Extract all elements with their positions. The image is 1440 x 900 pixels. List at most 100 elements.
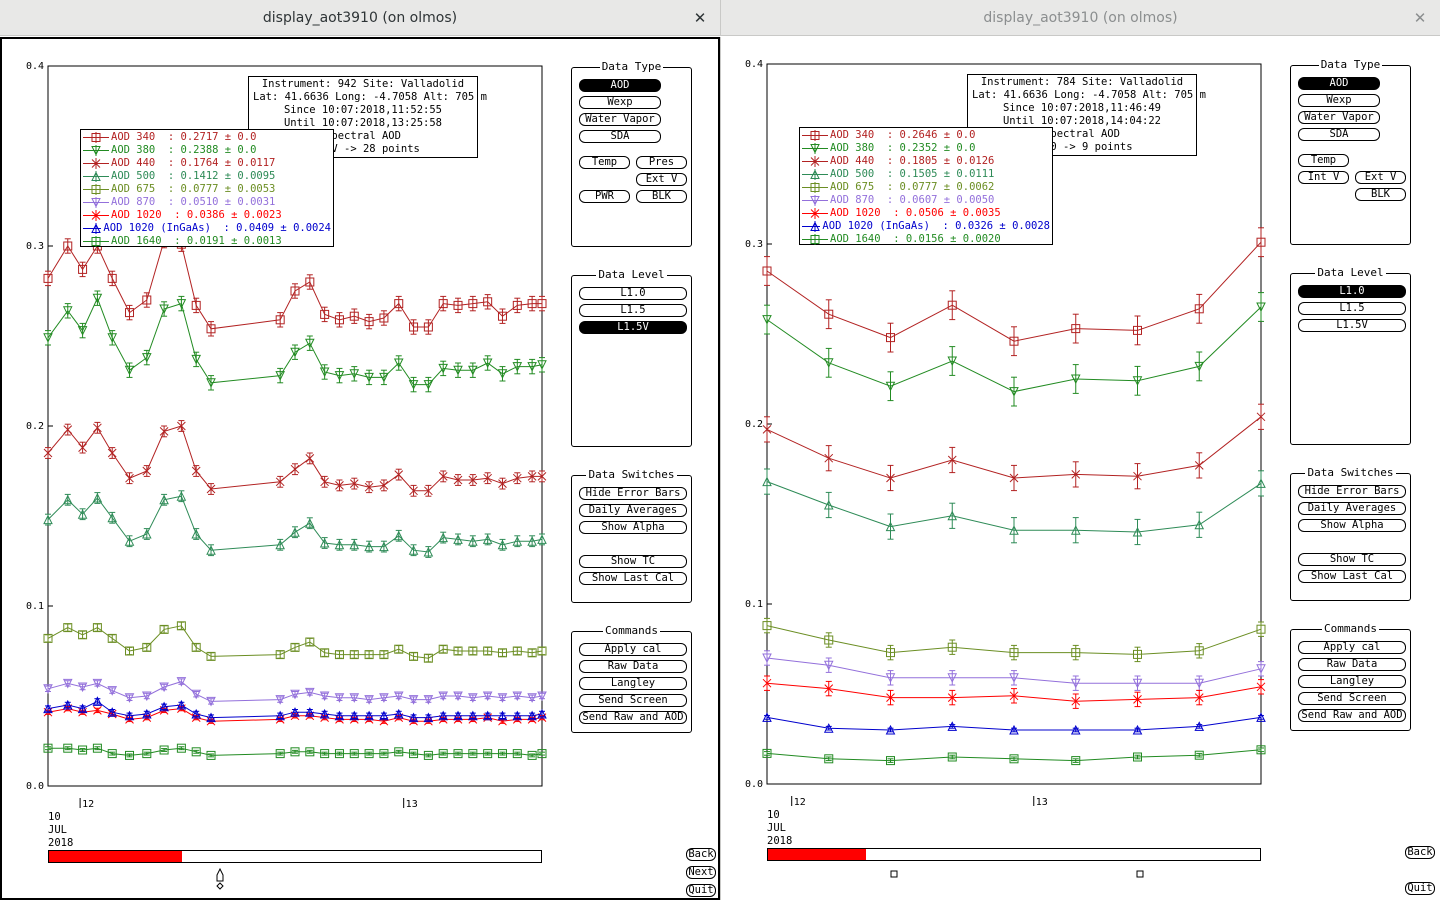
langley-button[interactable]: Langley	[579, 677, 687, 690]
time-marker-icon[interactable]	[1135, 869, 1145, 879]
level-l15-button[interactable]: L1.5	[1298, 302, 1406, 315]
temp-button[interactable]: Temp	[1298, 154, 1349, 167]
legend-item: AOD 1020 : 0.0506 ± 0.0035	[802, 207, 1050, 220]
hide-error-bars-button[interactable]: Hide Error Bars	[579, 487, 687, 500]
data-point	[275, 315, 285, 325]
langley-button[interactable]: Langley	[1298, 675, 1406, 688]
data-point	[1194, 461, 1204, 470]
data-point	[125, 473, 134, 483]
legend-marker-icon	[802, 234, 828, 245]
data-point	[379, 749, 389, 759]
series-line	[47, 296, 543, 386]
level-l15-button[interactable]: L1.5	[579, 304, 687, 317]
send-screen-button[interactable]: Send Screen	[579, 694, 687, 707]
send-raw-and-aod-button[interactable]: Send Raw and AOD	[579, 711, 687, 724]
show-last-cal-button[interactable]: Show Last Cal	[579, 572, 687, 585]
legend-symbol	[91, 198, 101, 208]
daily-averages-button[interactable]: Daily Averages	[579, 504, 687, 517]
apply-cal-button[interactable]: Apply cal	[579, 643, 687, 656]
time-progress-bar[interactable]	[48, 850, 542, 863]
aod-button[interactable]: AOD	[1298, 77, 1380, 90]
legend-item: AOD 500 : 0.1505 ± 0.0111	[802, 168, 1050, 181]
quit-button[interactable]: Quit	[1405, 882, 1435, 895]
show-tc-button[interactable]: Show TC	[579, 555, 687, 568]
hide-error-bars-button[interactable]: Hide Error Bars	[1298, 485, 1406, 498]
level-l10-button[interactable]: L1.0	[579, 287, 687, 300]
blk-button[interactable]: BLK	[636, 190, 687, 203]
show-alpha-button[interactable]: Show Alpha	[1298, 519, 1406, 532]
data-point	[468, 749, 478, 759]
legend-marker-icon	[83, 197, 109, 208]
time-progress-bar[interactable]	[767, 848, 1261, 861]
quit-button[interactable]: Quit	[686, 884, 716, 897]
data-point	[537, 646, 547, 656]
data-point	[483, 473, 493, 483]
show-tc-button[interactable]: Show TC	[1298, 553, 1406, 566]
show-last-cal-button[interactable]: Show Last Cal	[1298, 570, 1406, 583]
wexp-button[interactable]: Wexp	[1298, 94, 1380, 107]
data-point	[512, 710, 523, 721]
series	[762, 650, 1266, 691]
pres-button[interactable]: Pres	[636, 156, 687, 169]
int-v-button[interactable]: Int V	[1298, 171, 1349, 184]
back-button[interactable]: Back	[1405, 846, 1435, 859]
legend-symbol	[810, 157, 820, 166]
data-point	[762, 425, 772, 434]
data-point	[275, 695, 285, 705]
blk-button[interactable]: BLK	[1355, 188, 1406, 201]
data-point	[364, 372, 374, 383]
temp-button[interactable]: Temp	[579, 156, 630, 169]
data-point	[290, 707, 300, 717]
data-point	[349, 650, 359, 660]
data-point	[483, 749, 493, 759]
aod-button[interactable]: AOD	[579, 79, 661, 92]
water-vapor-button[interactable]: Water Vapor	[579, 113, 661, 126]
data-point	[423, 380, 434, 390]
close-icon[interactable]: ✕	[693, 9, 707, 27]
data-point	[107, 686, 118, 696]
water-vapor-button[interactable]: Water Vapor	[1298, 111, 1380, 124]
data-point	[191, 528, 202, 539]
data-point	[159, 682, 169, 693]
time-marker-icon[interactable]	[889, 869, 899, 879]
sda-button[interactable]: SDA	[579, 130, 661, 143]
ext-v-button[interactable]: Ext V	[636, 173, 687, 186]
wexp-button[interactable]: Wexp	[579, 96, 661, 109]
raw-data-button[interactable]: Raw Data	[1298, 658, 1406, 671]
send-raw-and-aod-button[interactable]: Send Raw and AOD	[1298, 709, 1406, 722]
data-point	[107, 512, 118, 523]
show-alpha-button[interactable]: Show Alpha	[579, 521, 687, 534]
data-point	[537, 472, 547, 481]
close-icon[interactable]: ✕	[1413, 9, 1427, 27]
next-button[interactable]: Next	[686, 866, 716, 879]
x-tick-label: 12	[82, 799, 94, 810]
ext-v-button[interactable]: Ext V	[1355, 171, 1406, 184]
data-point	[1070, 678, 1081, 689]
level-l10-button[interactable]: L1.0	[1298, 285, 1406, 298]
send-screen-button[interactable]: Send Screen	[1298, 692, 1406, 705]
data-point	[78, 630, 88, 640]
data-point	[305, 707, 315, 717]
data-point	[191, 466, 201, 476]
data-point	[512, 691, 523, 702]
level-l15v-button[interactable]: L1.5V	[579, 321, 687, 334]
data-point	[527, 693, 537, 703]
data-point	[206, 750, 216, 760]
data-point	[275, 650, 285, 660]
daily-averages-button[interactable]: Daily Averages	[1298, 502, 1406, 515]
level-l15v-button[interactable]: L1.5V	[1298, 319, 1406, 332]
sda-button[interactable]: SDA	[1298, 128, 1380, 141]
apply-cal-button[interactable]: Apply cal	[1298, 641, 1406, 654]
data-point	[393, 530, 404, 541]
back-button[interactable]: Back	[686, 848, 716, 861]
group-title: Data Level	[596, 268, 667, 281]
data-point	[1194, 304, 1204, 314]
legend-label: AOD 1020 : 0.0386 ± 0.0023	[111, 209, 282, 221]
aod-plot: 0.4 0.3 0.2 0.1 0.0 12 13	[26, 61, 547, 810]
data-point	[349, 369, 360, 379]
raw-data-button[interactable]: Raw Data	[579, 660, 687, 673]
time-slider-handle-icon[interactable]	[212, 867, 228, 891]
y-tick-label: 0.1	[26, 601, 44, 612]
data-point	[453, 691, 463, 702]
pwr-button[interactable]: PWR	[579, 190, 630, 203]
